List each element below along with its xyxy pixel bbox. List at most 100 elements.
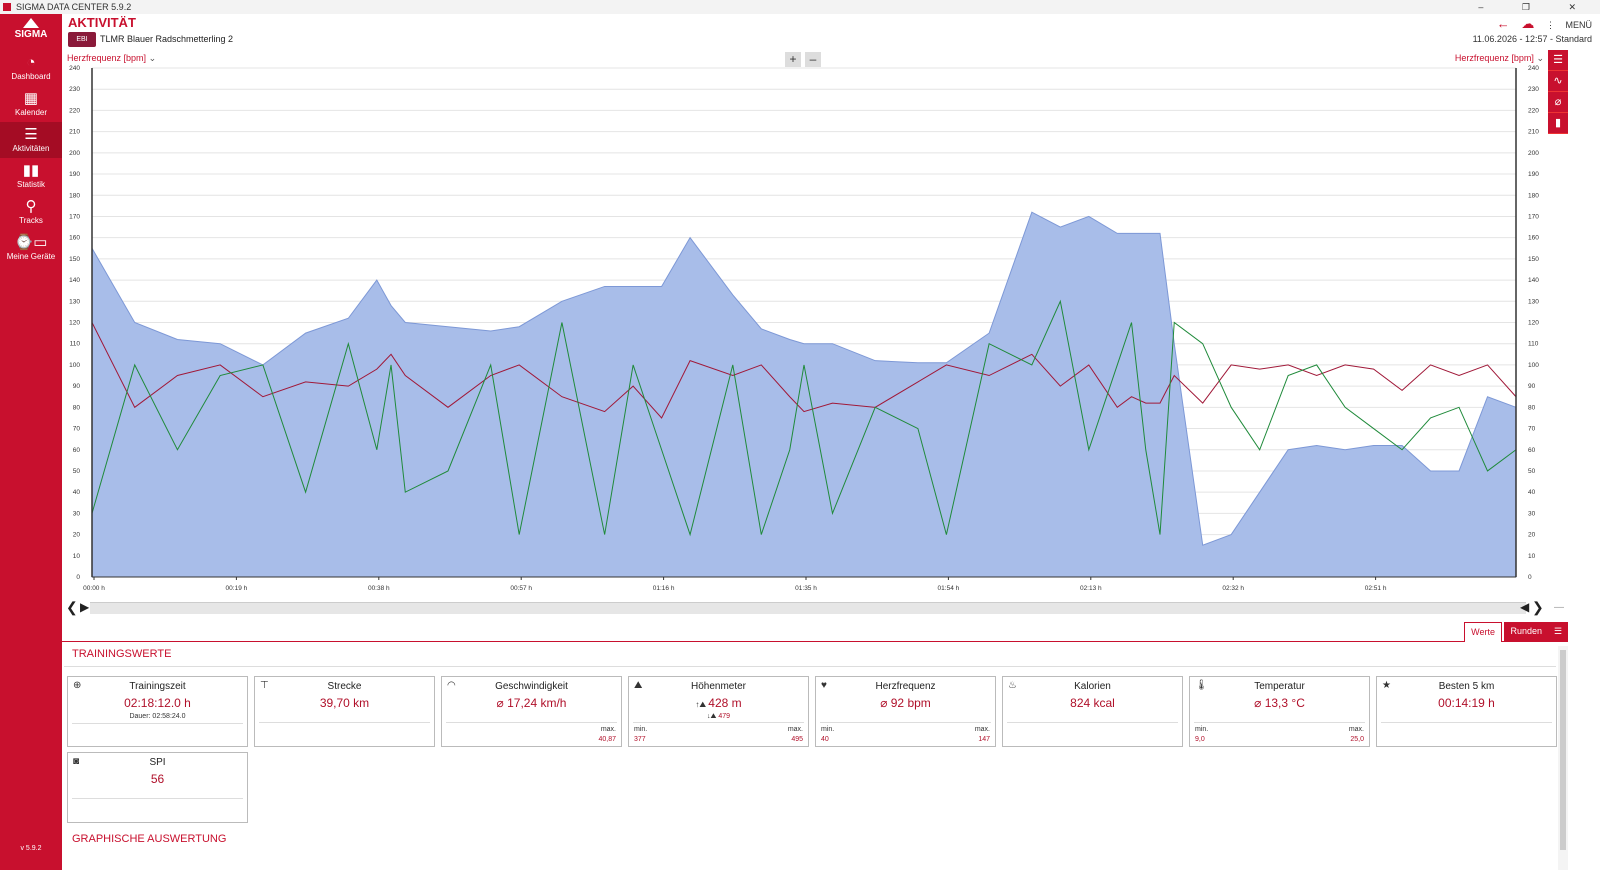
menu-label: MENÜ bbox=[1565, 20, 1593, 30]
card-spi: ◙ SPI 56 bbox=[67, 752, 248, 823]
timeline-track[interactable] bbox=[90, 602, 1526, 614]
y-tick-label-left: 60 bbox=[73, 447, 81, 454]
card-divider bbox=[72, 723, 243, 724]
chart-panel: Herzfrequenz [bpm] ⌄ Herzfrequenz [bpm] … bbox=[62, 50, 1548, 596]
y-tick-label-right: 200 bbox=[1528, 150, 1539, 157]
timeline-scrubber[interactable]: ❮ ▶ ◀ ❯ — bbox=[62, 598, 1568, 618]
heart-icon: ♥ bbox=[821, 680, 827, 691]
section-title-graphische-auswertung: GRAPHISCHE AUSWERTUNG bbox=[72, 833, 227, 845]
spi-icon: ◙ bbox=[73, 756, 80, 767]
back-arrow-icon[interactable]: ← bbox=[1496, 16, 1510, 31]
y-tick-label-right: 40 bbox=[1528, 489, 1536, 496]
window-controls[interactable]: – ❐ ✕ bbox=[1478, 2, 1594, 12]
range-start-handle[interactable]: ▶ bbox=[80, 600, 90, 614]
min-value: 377 bbox=[634, 736, 646, 743]
sidebar-item-kalender[interactable]: ▦ Kalender bbox=[0, 86, 62, 122]
y-tick-label-left: 200 bbox=[69, 150, 80, 157]
sidebar-item-dashboard[interactable]: ◔ Dashboard bbox=[0, 50, 62, 86]
card-value: 00:14:19 h bbox=[1438, 696, 1495, 710]
list-view-icon[interactable]: ☰ bbox=[1548, 50, 1568, 71]
ascent-icon: ↑⛰ bbox=[695, 700, 709, 709]
sidebar-item-label: Statistik bbox=[16, 180, 45, 189]
y-tick-label-left: 190 bbox=[69, 171, 80, 178]
average-icon[interactable]: ⌀ bbox=[1548, 92, 1568, 113]
left-axis-dropdown[interactable]: Herzfrequenz [bpm] ⌄ bbox=[67, 53, 157, 63]
sidebar-item-meine-geraete[interactable]: ⌚▭ Meine Geräte bbox=[0, 230, 62, 266]
y-tick-label-left: 110 bbox=[70, 341, 81, 348]
sigma-logo[interactable]: SIGMA bbox=[0, 14, 62, 50]
mountain-icon: ⛰ bbox=[634, 680, 643, 691]
card-descent: ↓⛰ 479 bbox=[629, 713, 808, 721]
y-tick-label-left: 90 bbox=[73, 383, 81, 390]
tab-runden[interactable]: Runden bbox=[1504, 622, 1548, 642]
y-tick-label-right: 130 bbox=[1528, 298, 1539, 305]
card-value: ⌀ 17,24 km/h bbox=[496, 696, 567, 710]
x-tick-label: 02:13 h bbox=[1080, 585, 1102, 592]
y-tick-label-right: 180 bbox=[1528, 192, 1539, 199]
card-value: 39,70 km bbox=[319, 696, 370, 710]
heart-rate-chart[interactable]: 0 0 10 10 20 20 30 30 40 40 50 50 60 60 70 70 80 80 90 90 10… bbox=[62, 50, 1548, 596]
map-pin-icon: ⚲ bbox=[25, 198, 37, 215]
left-axis-label: Herzfrequenz [bpm] bbox=[67, 53, 147, 63]
min-value: 9,0 bbox=[1195, 736, 1205, 743]
sidebar-item-aktivitaeten[interactable]: ☰ Aktivitäten bbox=[0, 122, 62, 158]
cloud-sync-icon[interactable]: ☁ bbox=[1521, 16, 1535, 31]
y-tick-label-left: 210 bbox=[69, 129, 80, 136]
y-tick-label-right: 210 bbox=[1528, 129, 1539, 136]
collapse-icon[interactable]: — bbox=[1554, 602, 1564, 613]
y-tick-label-left: 240 bbox=[69, 65, 80, 72]
card-trainingszeit: ⊕ Trainingszeit 02:18:12.0 h Dauer: 02:5… bbox=[67, 676, 248, 747]
series-area-0 bbox=[91, 211, 1517, 578]
zoom-out-button[interactable]: – bbox=[805, 52, 821, 67]
y-tick-label-right: 160 bbox=[1528, 235, 1539, 242]
card-label: Höhenmeter bbox=[690, 681, 747, 692]
chevron-right-icon[interactable]: ❯ bbox=[1532, 599, 1544, 615]
speedometer-icon: ◠ bbox=[447, 680, 456, 691]
sidebar-item-statistik[interactable]: ▮▮ Statistik bbox=[0, 158, 62, 194]
list-icon[interactable]: ☰ bbox=[1548, 622, 1568, 642]
x-tick-label: 00:57 h bbox=[510, 585, 532, 592]
y-tick-label-left: 120 bbox=[69, 320, 80, 327]
x-tick-label: 00:00 h bbox=[83, 585, 105, 592]
vertical-scrollbar[interactable] bbox=[1558, 646, 1568, 870]
min-label: min. bbox=[821, 726, 835, 733]
ascent-value: 428 m bbox=[708, 696, 742, 710]
card-divider bbox=[633, 722, 804, 723]
y-tick-label-right: 90 bbox=[1528, 383, 1536, 390]
zoom-in-button[interactable]: + bbox=[785, 52, 801, 67]
line-chart-icon[interactable]: ∿ bbox=[1548, 71, 1568, 92]
card-value: 824 kcal bbox=[1070, 696, 1115, 710]
y-tick-label-right: 100 bbox=[1528, 362, 1539, 369]
card-divider bbox=[1007, 722, 1178, 723]
card-label: Trainingszeit bbox=[129, 681, 186, 692]
tab-werte[interactable]: Werte bbox=[1464, 622, 1502, 642]
max-label: max. bbox=[1348, 726, 1364, 733]
signpost-icon: ⊤ bbox=[260, 680, 269, 691]
bar-chart-icon[interactable]: ▮ bbox=[1548, 113, 1568, 134]
y-tick-label-left: 160 bbox=[69, 235, 80, 242]
y-tick-label-left: 80 bbox=[73, 404, 81, 411]
app-version: v 5.9.2 bbox=[20, 845, 42, 852]
section-title-trainingswerte: TRAININGSWERTE bbox=[72, 648, 172, 660]
calendar-icon: ▦ bbox=[23, 90, 39, 107]
menu-button[interactable]: ⋮ MENÜ bbox=[1545, 20, 1593, 30]
range-end-handle[interactable]: ◀ bbox=[1520, 600, 1530, 614]
card-value: 02:18:12.0 h bbox=[124, 696, 191, 710]
x-tick-label: 00:38 h bbox=[368, 585, 390, 592]
card-geschwindigkeit: ◠ Geschwindigkeit ⌀ 17,24 km/h max. 40,8… bbox=[441, 676, 622, 747]
scrollbar-thumb[interactable] bbox=[1560, 650, 1566, 850]
card-hoehenmeter: ⛰ Höhenmeter ↑⛰ 428 m ↓⛰ 479 min. 377 ma… bbox=[628, 676, 809, 747]
ebike-badge-icon: EBI bbox=[68, 32, 96, 47]
right-axis-dropdown[interactable]: Herzfrequenz [bpm] ⌄ bbox=[1454, 53, 1544, 63]
sidebar-item-tracks[interactable]: ⚲ Tracks bbox=[0, 194, 62, 230]
y-tick-label-left: 230 bbox=[69, 86, 80, 93]
thermometer-icon: 🌡︎ bbox=[1195, 680, 1208, 691]
sidebar: SIGMA ◔ Dashboard ▦ Kalender ☰ Aktivität… bbox=[0, 14, 62, 870]
y-tick-label-left: 30 bbox=[73, 510, 81, 517]
y-tick-label-right: 220 bbox=[1528, 107, 1539, 114]
card-duration: Dauer: 02:58:24.0 bbox=[129, 713, 186, 720]
y-tick-label-right: 140 bbox=[1528, 277, 1539, 284]
chevron-left-icon[interactable]: ❮ bbox=[66, 599, 78, 615]
card-label: Strecke bbox=[327, 681, 362, 692]
card-kalorien: ♨ Kalorien 824 kcal bbox=[1002, 676, 1183, 747]
